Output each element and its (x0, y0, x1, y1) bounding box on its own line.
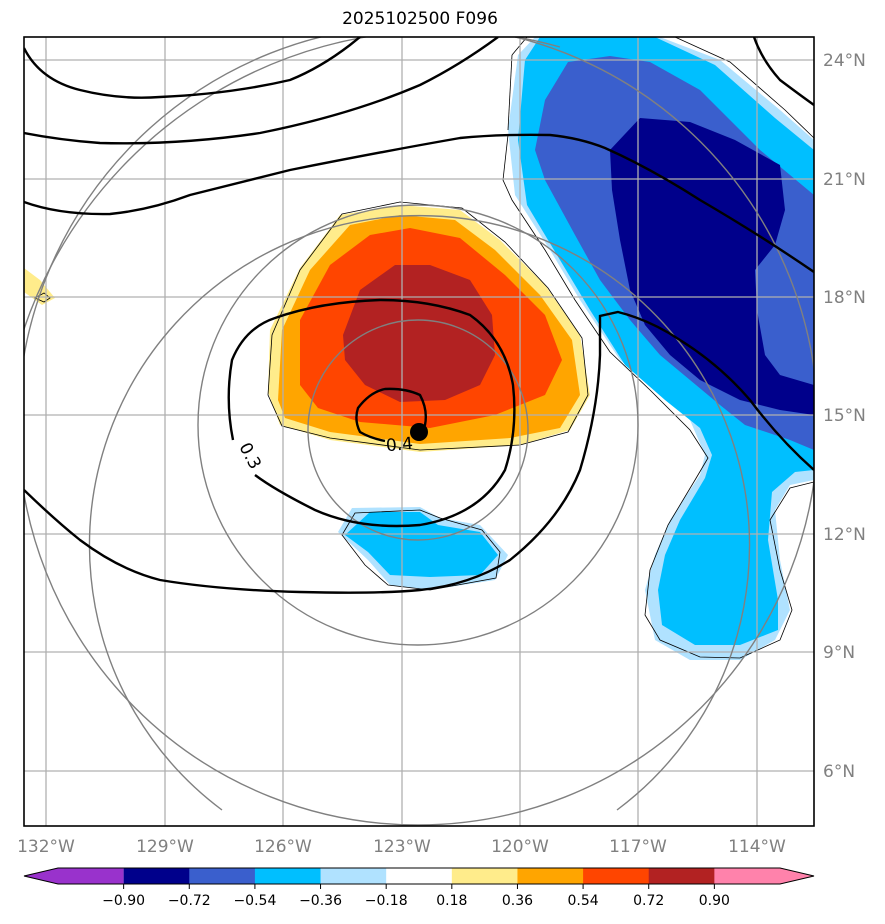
colorbar-tick-label: −0.54 (233, 893, 276, 909)
lon-tick-label: 123°W (373, 837, 431, 857)
colorbar-segment (123, 868, 190, 884)
colorbar-tick-label: −0.36 (299, 893, 342, 909)
shade-neg-0.72 (610, 118, 814, 415)
contour-top-3 (24, 133, 814, 273)
positive-anomaly-shading (24, 205, 590, 452)
lon-tick-label: 126°W (254, 837, 312, 857)
range-ring-4b (24, 37, 814, 826)
lat-tick-label: 6°N (823, 762, 855, 782)
plot-frame (23, 36, 815, 827)
colorbar-segment (517, 868, 584, 884)
colorbar-outline (23, 867, 815, 885)
range-ring-1 (307, 319, 529, 541)
colorbar-segment (386, 868, 453, 884)
shade-neg-small-0.36 (345, 512, 498, 577)
colorbar-segment (254, 868, 322, 884)
negative-anomaly-shading (338, 37, 814, 660)
lat-tick-label: 21°N (823, 170, 866, 190)
line-contours (24, 37, 814, 594)
range-ring-2 (197, 204, 639, 646)
lat-tick-label: 12°N (823, 525, 866, 545)
colorbar-tick-label: −0.90 (102, 893, 145, 909)
colorbar-segment (648, 868, 715, 884)
graticule (24, 37, 814, 826)
colorbar-segment (583, 868, 650, 884)
colorbar-segment (451, 868, 518, 884)
contour-left-bottom (24, 310, 814, 594)
contour-0.4 (355, 387, 428, 443)
contour-right-top (752, 37, 814, 106)
lat-tick-label: 15°N (823, 406, 866, 426)
lon-tick-label: 117°W (609, 837, 667, 857)
colorbar-tick-label: 0.72 (633, 893, 664, 909)
range-ring-3 (88, 215, 751, 811)
plot-area: 0.3 0.4 (24, 37, 814, 826)
colorbar-tick-label: −0.72 (168, 893, 211, 909)
colorbar-tick-label: −0.18 (365, 893, 408, 909)
lon-tick-label: 132°W (17, 837, 75, 857)
lat-tick-label: 18°N (823, 288, 866, 308)
range-rings (24, 37, 814, 826)
range-ring-4 (24, 37, 561, 612)
colorbar-segment (714, 868, 814, 884)
contour-0.3 (227, 298, 516, 528)
contour-label-0.4: 0.4 (385, 434, 414, 456)
lon-tick-label: 114°W (728, 837, 786, 857)
colorbar-tick-label: 0.54 (568, 893, 599, 909)
colorbar-segment (189, 868, 256, 884)
contour-top-2 (24, 37, 499, 145)
colorbar-tick-label: 0.36 (502, 893, 533, 909)
lat-tick-labels: 24°N 21°N 18°N 15°N 12°N 9°N 6°N (823, 51, 866, 782)
shade-small-0.18 (24, 268, 55, 305)
lon-tick-label: 129°W (136, 837, 194, 857)
colorbar-tick-label: 0.90 (699, 893, 730, 909)
colorbar-tick-label: 0.18 (436, 893, 467, 909)
lon-tick-label: 120°W (491, 837, 549, 857)
colorbar: −0.90 −0.72 −0.54 −0.36 −0.18 0.18 0.36 0.54 0.7… (23, 867, 815, 909)
lon-tick-labels: 132°W 129°W 126°W 123°W 120°W 117°W 114°… (17, 837, 786, 857)
colorbar-segment (24, 868, 124, 884)
lat-tick-label: 9°N (823, 643, 855, 663)
contour-top-1 (24, 37, 361, 99)
colorbar-segment (320, 868, 387, 884)
lat-tick-label: 24°N (823, 51, 866, 71)
chart-title: 2025102500 F096 (342, 9, 498, 29)
storm-center-marker (410, 423, 428, 441)
